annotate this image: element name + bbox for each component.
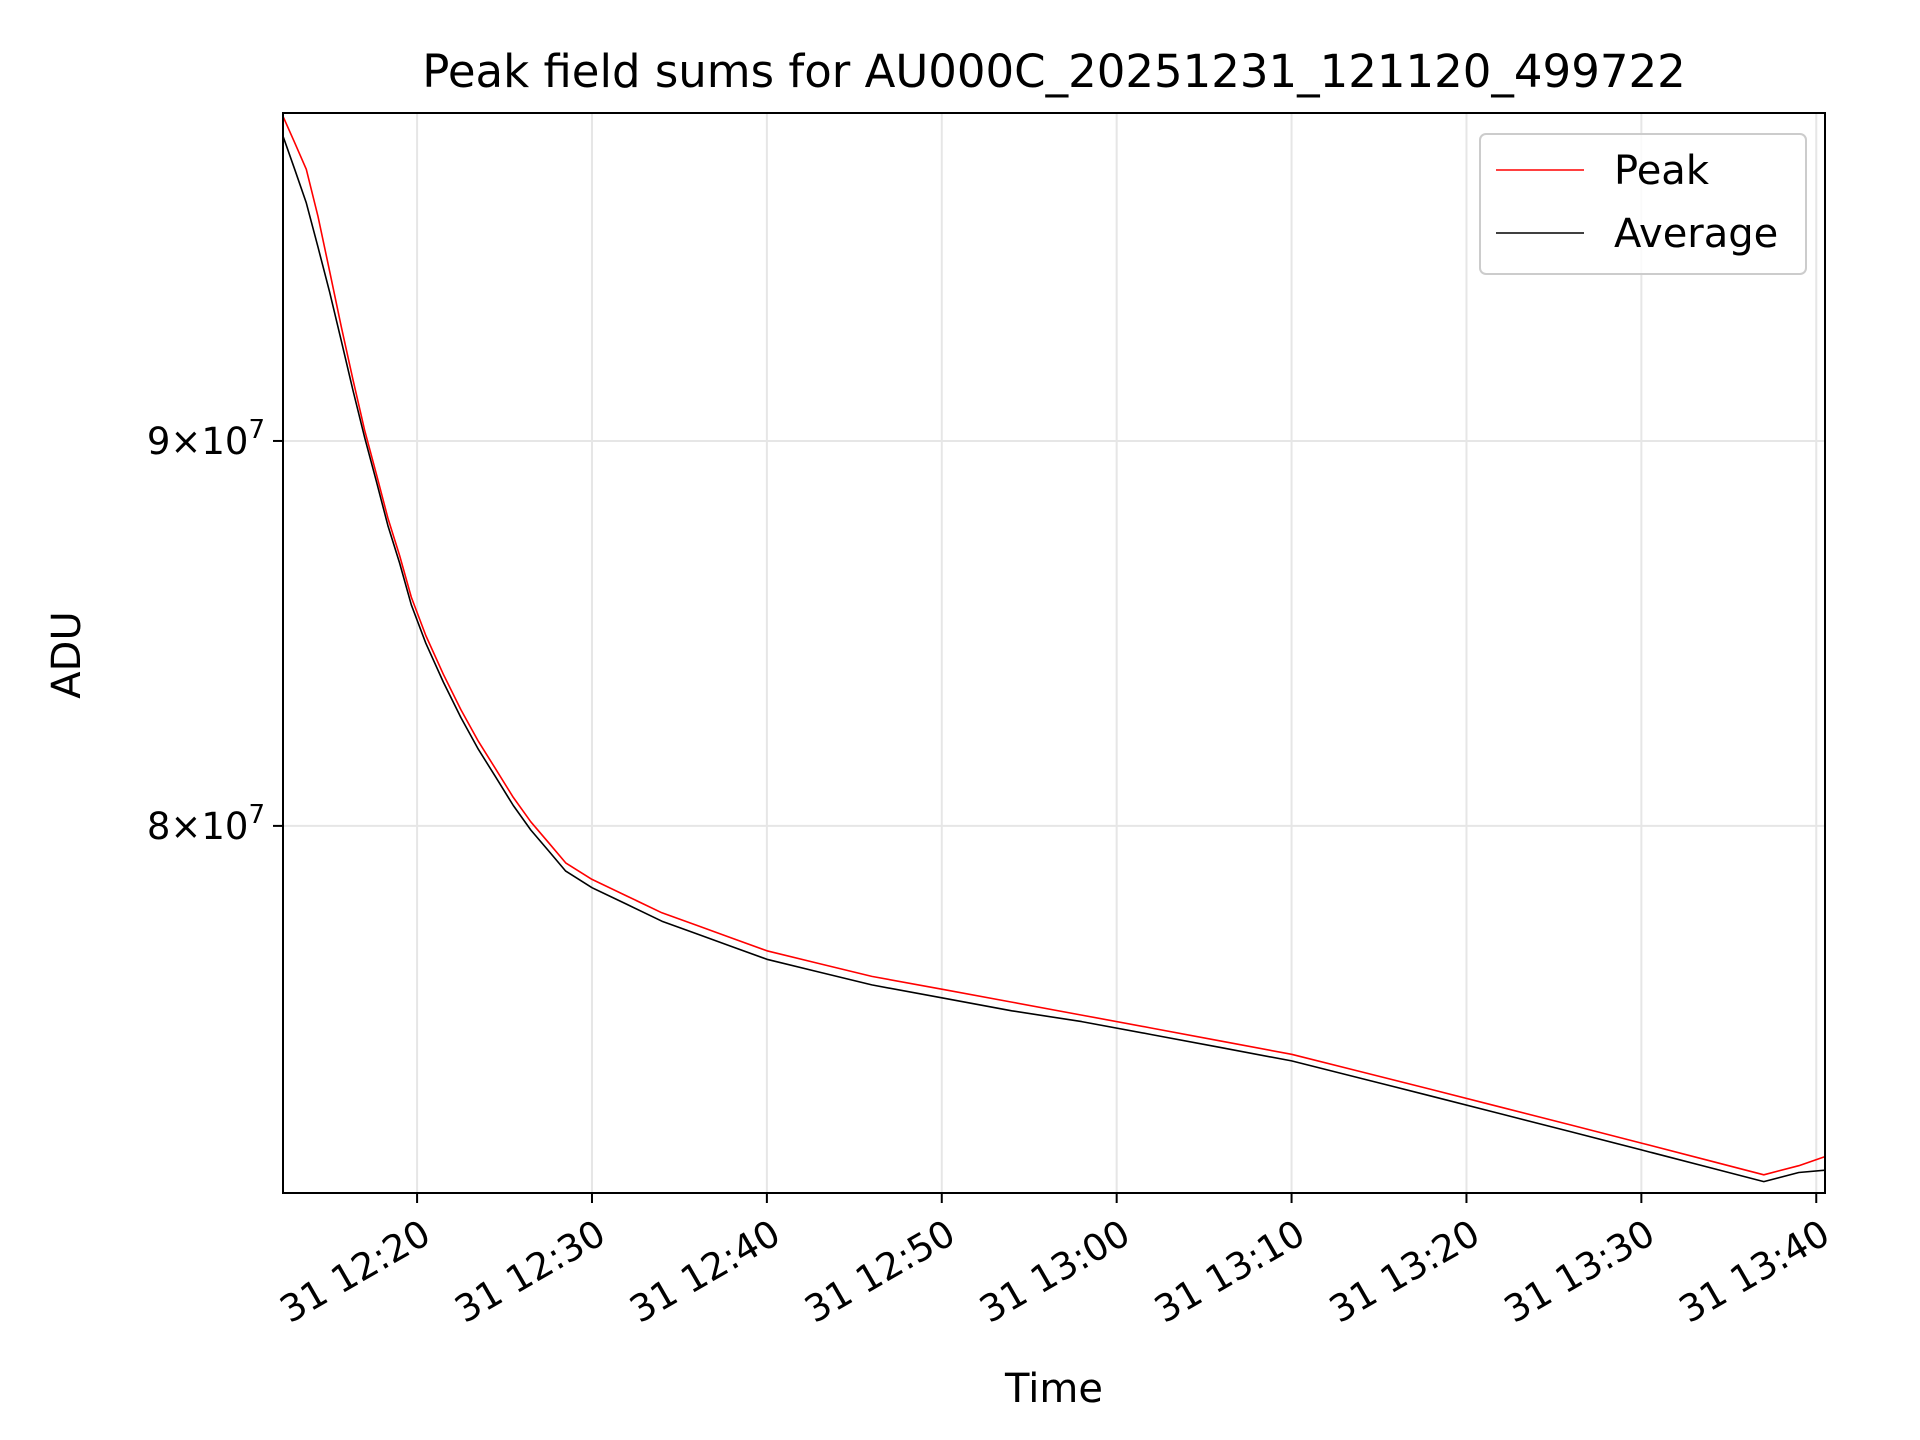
x-axis-label: Time	[1004, 1366, 1103, 1412]
legend-label-average: Average	[1614, 211, 1778, 257]
y-tick-times-sign: ×10	[170, 805, 248, 848]
grid	[283, 113, 1825, 1193]
series-lines	[282, 115, 1826, 1183]
legend-label-peak: Peak	[1614, 148, 1710, 194]
y-axis-label: ADU	[44, 611, 90, 698]
series-line-peak	[282, 115, 1826, 1176]
y-tick-exponent: 7	[248, 415, 265, 445]
y-tick-times-sign: ×10	[170, 420, 248, 463]
y-tick-mantissa: 8	[147, 805, 171, 848]
y-tick-label: 9×107	[147, 415, 265, 463]
plot-frame	[282, 112, 1826, 1194]
y-tick-exponent: 7	[248, 800, 265, 830]
series-line-average	[282, 135, 1826, 1183]
legend-box	[1479, 133, 1807, 275]
chart-title: Peak field sums for AU000C_20251231_1211…	[422, 45, 1685, 98]
legend: Peak Average	[1479, 133, 1807, 275]
y-tick-label: 8×107	[147, 800, 265, 848]
y-tick-mantissa: 9	[147, 420, 171, 463]
